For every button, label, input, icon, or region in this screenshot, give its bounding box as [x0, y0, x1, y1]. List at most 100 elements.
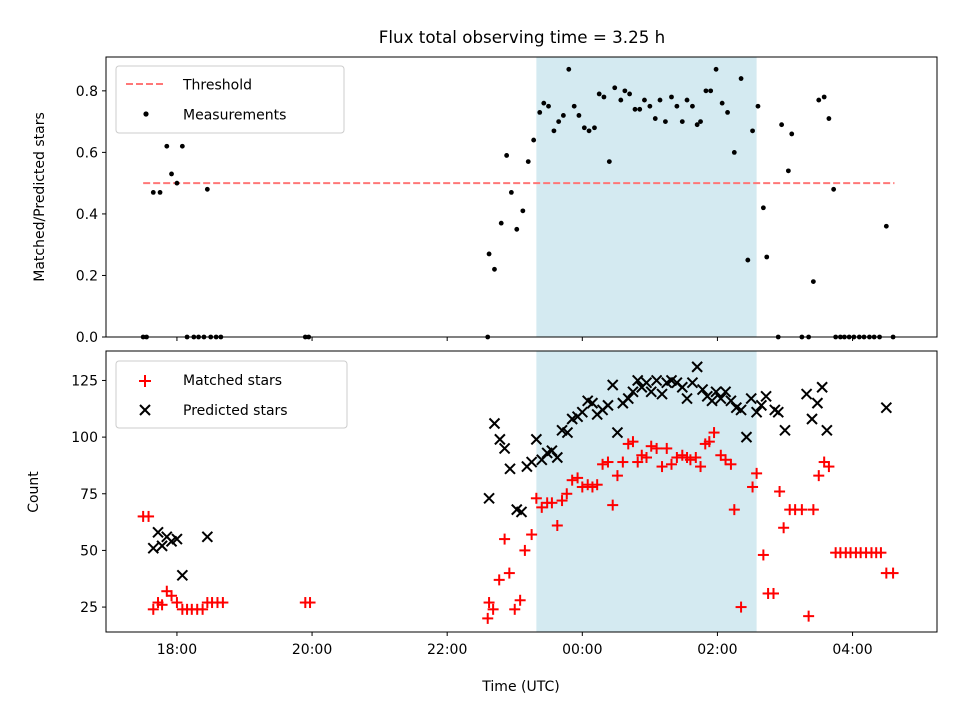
bottom-y-axis-label: Count — [26, 471, 42, 513]
matched-star-point — [813, 470, 825, 482]
matched-star-point — [807, 504, 819, 516]
bottom-legend-box — [115, 360, 348, 429]
matched-star-point — [143, 510, 155, 522]
measurement-point — [566, 66, 572, 72]
predicted-star-point — [691, 361, 703, 373]
matched-star-point — [645, 440, 657, 452]
top-panel: 0.00.20.40.60.8 Matched/Predicted stars … — [32, 56, 938, 346]
measurement-point — [703, 88, 709, 94]
measurement-point — [821, 94, 827, 100]
measurement-point — [719, 100, 725, 106]
matched-star-point — [636, 449, 648, 461]
matched-star-point — [684, 454, 696, 466]
predicted-star-point — [681, 392, 693, 405]
predicted-star-point — [821, 424, 833, 437]
predicted-star-point — [880, 401, 893, 414]
measurement-point — [492, 266, 497, 272]
measurement-point — [525, 159, 531, 165]
predicted-legend-label: Predicted stars — [183, 403, 288, 419]
predicted-star-point — [645, 386, 657, 398]
measurement-point — [576, 113, 582, 118]
measurement-point — [164, 143, 170, 149]
matched-star-point — [483, 597, 495, 609]
top-legend: Threshold Measurements — [115, 65, 345, 134]
bottom-x-tick-label: 00:00 — [562, 642, 602, 658]
measurement-point — [592, 125, 597, 131]
predicted-star-point — [551, 451, 564, 464]
measurement-point — [596, 91, 602, 97]
measurement-point — [150, 189, 156, 195]
predicted-star-point — [627, 386, 639, 398]
matched-star-point — [561, 488, 573, 500]
predicted-star-point — [201, 531, 214, 543]
measurement-point — [669, 94, 674, 100]
measurement-point — [586, 128, 592, 134]
measurement-point — [627, 91, 632, 97]
matched-legend-label: Matched stars — [183, 373, 282, 389]
predicted-star-point — [488, 417, 501, 430]
matched-star-point — [656, 461, 668, 473]
matched-star-point — [627, 436, 639, 448]
top-y-tick-label: 0.2 — [76, 268, 98, 284]
measurement-point — [731, 149, 737, 155]
bottom-y-tick-label: 50 — [80, 543, 98, 559]
predicted-star-point — [706, 395, 718, 407]
measurement-point — [698, 119, 703, 125]
measurement-point — [725, 109, 730, 115]
threshold-legend-label: Threshold — [182, 78, 252, 94]
predicted-star-point — [745, 392, 757, 405]
measurement-point — [750, 128, 755, 134]
measurement-point — [618, 97, 624, 103]
bottom-x-tick-label: 20:00 — [292, 642, 332, 658]
top-y-tick-label: 0.8 — [76, 84, 98, 100]
matched-star-point — [611, 470, 623, 482]
predicted-star-point — [710, 386, 722, 398]
matched-star-point — [217, 597, 229, 609]
matched-star-point — [728, 504, 740, 516]
matched-star-point — [514, 594, 526, 606]
measurement-point — [755, 103, 761, 109]
measurement-point — [831, 186, 837, 192]
bottom-y-tick-label: 25 — [80, 600, 98, 616]
measurement-point — [601, 94, 607, 100]
predicted-star-point — [483, 492, 495, 505]
measurement-point — [560, 113, 566, 118]
chart-title: Flux total observing time = 3.25 h — [379, 27, 665, 47]
matched-star-point — [166, 590, 178, 602]
measurement-point — [551, 128, 557, 134]
predicted-star-point — [800, 388, 813, 400]
bottom-y-tick-label: 125 — [71, 373, 98, 389]
matched-star-point — [651, 442, 663, 454]
bottom-legend: Matched stars Predicted stars — [115, 360, 348, 429]
measurement-point — [745, 257, 751, 263]
matched-star-point — [607, 499, 619, 511]
measurement-point — [571, 103, 577, 109]
top-y-tick-label: 0.6 — [76, 145, 98, 161]
measurement-point — [764, 254, 770, 260]
measurement-point — [537, 109, 543, 115]
measurement-point — [581, 125, 587, 131]
predicted-star-point — [772, 406, 784, 418]
predicted-star-point — [152, 526, 164, 538]
matched-star-point — [690, 452, 702, 464]
measurement-point — [816, 97, 822, 103]
measurement-point — [713, 66, 719, 72]
matched-star-point — [803, 610, 815, 622]
x-axis-label: Time (UTC) — [481, 679, 559, 695]
predicted-star-point — [530, 433, 543, 446]
measurement-point — [663, 119, 668, 125]
predicted-star-point — [498, 442, 511, 455]
predicted-star-point — [607, 379, 619, 391]
predicted-star-point — [816, 381, 828, 393]
predicted-star-point — [719, 386, 732, 398]
matched-star-point — [632, 456, 644, 468]
predicted-star-point — [586, 397, 599, 409]
matched-star-point — [519, 544, 531, 556]
predicted-star-point — [640, 377, 653, 389]
measurement-point — [810, 279, 816, 285]
measurement-point — [657, 97, 663, 103]
measurement-point — [531, 137, 537, 143]
measurement-point — [632, 106, 638, 112]
matched-star-point — [695, 461, 707, 473]
